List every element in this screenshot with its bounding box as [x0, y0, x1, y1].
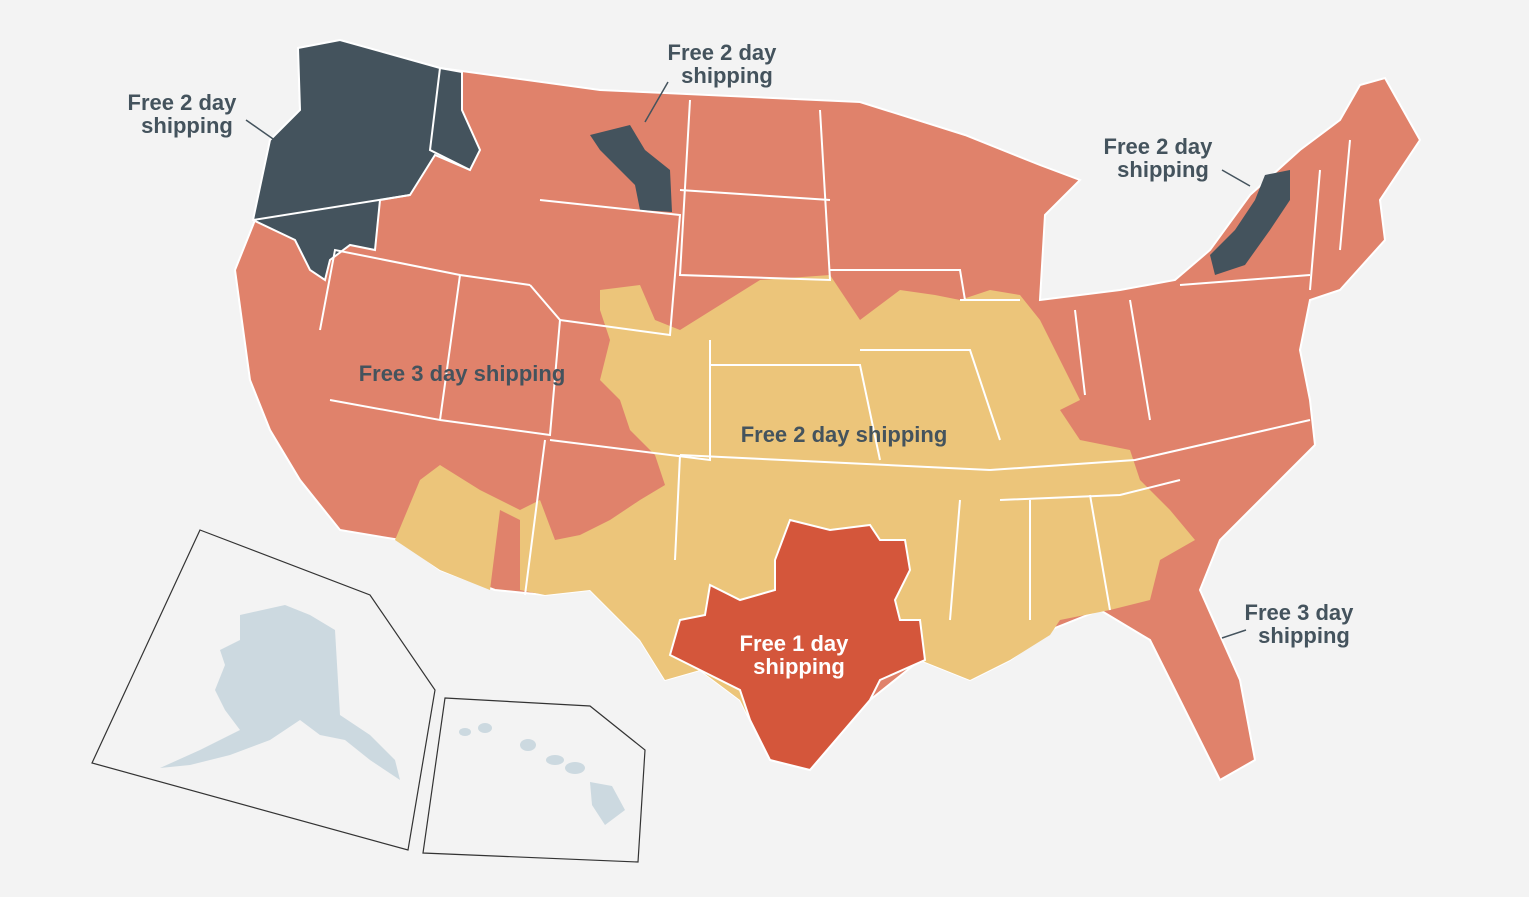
label-line: shipping — [141, 113, 233, 138]
label: Free 2 day shipping — [128, 90, 243, 138]
label-line: shipping — [1258, 623, 1350, 648]
hawaii — [459, 723, 625, 825]
region-2-day-new-york — [1210, 170, 1290, 275]
label-line: shipping — [1117, 157, 1209, 182]
label: Free 1 day shipping — [740, 631, 855, 679]
label-line: Free 2 day — [668, 40, 778, 65]
label-line: Free 2 day shipping — [741, 422, 948, 447]
state-borders — [252, 67, 1351, 621]
label: Free 2 day shipping — [1104, 134, 1219, 182]
label: Free 2 day shipping — [668, 40, 783, 88]
label: Free 3 day shipping — [359, 361, 566, 386]
label-line: Free 3 day — [1245, 600, 1355, 625]
label-line: Free 3 day shipping — [359, 361, 566, 386]
label-line: shipping — [681, 63, 773, 88]
hawaii-frame — [422, 697, 646, 863]
alaska — [160, 605, 400, 780]
leader-lines — [245, 81, 1251, 639]
label: Free 2 day shipping — [741, 422, 948, 447]
label: Free 3 day shipping — [1245, 600, 1360, 648]
label-line: shipping — [753, 654, 845, 679]
alaska-frame — [91, 529, 436, 851]
region-2-day-northwest — [251, 38, 482, 282]
label-line: Free 1 day — [740, 631, 850, 656]
region-1-day — [668, 518, 927, 772]
label-line: Free 2 day — [128, 90, 238, 115]
label-line: Free 2 day — [1104, 134, 1214, 159]
region-2-day-montana — [590, 125, 672, 212]
